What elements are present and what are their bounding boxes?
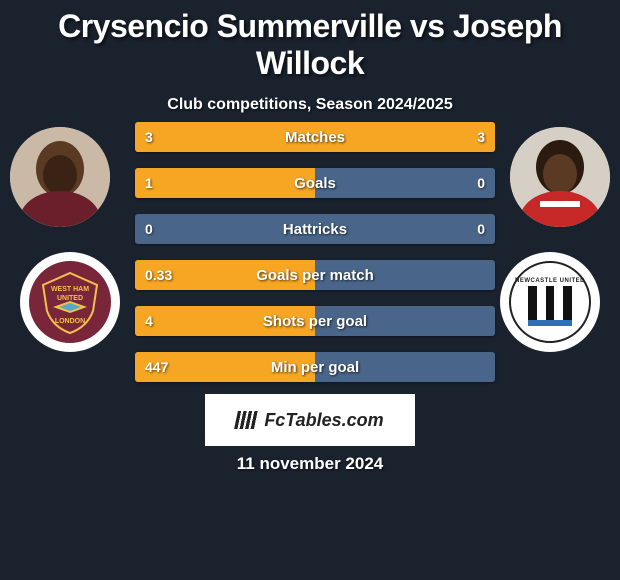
svg-text:WEST HAM: WEST HAM xyxy=(51,286,89,293)
stat-value-p2: 3 xyxy=(467,122,495,152)
stat-row: 0.33Goals per match xyxy=(135,260,495,290)
brand-icon xyxy=(234,411,260,429)
stat-row: 4Shots per goal xyxy=(135,306,495,336)
stat-value-p2 xyxy=(475,352,495,382)
stat-row: 33Matches xyxy=(135,122,495,152)
stat-value-p1: 3 xyxy=(135,122,163,152)
stat-value-p2: 0 xyxy=(467,168,495,198)
stat-value-p1: 1 xyxy=(135,168,163,198)
stat-value-p2: 0 xyxy=(467,214,495,244)
svg-text:UNITED: UNITED xyxy=(57,295,83,302)
svg-text:LONDON: LONDON xyxy=(55,318,85,325)
player2-club-badge: NEWCASTLE UNITED xyxy=(500,252,600,352)
player1-club-badge: WEST HAM UNITED LONDON xyxy=(20,252,120,352)
page-title: Crysencio Summerville vs Joseph Willock xyxy=(0,0,620,82)
subtitle: Club competitions, Season 2024/2025 xyxy=(0,96,620,114)
stat-value-p2 xyxy=(475,306,495,336)
stat-row: 447Min per goal xyxy=(135,352,495,382)
brand-text: FcTables.com xyxy=(264,410,383,431)
stat-value-p2 xyxy=(475,260,495,290)
player1-avatar xyxy=(10,127,110,227)
stats-bars: 33Matches10Goals00Hattricks0.33Goals per… xyxy=(135,122,495,398)
date-label: 11 november 2024 xyxy=(0,454,620,474)
brand-logo: FcTables.com xyxy=(203,392,417,448)
stat-value-p1: 447 xyxy=(135,352,178,382)
stat-value-p1: 4 xyxy=(135,306,163,336)
stat-row: 10Goals xyxy=(135,168,495,198)
stat-row: 00Hattricks xyxy=(135,214,495,244)
stat-value-p1: 0 xyxy=(135,214,163,244)
stat-value-p1: 0.33 xyxy=(135,260,182,290)
player2-avatar xyxy=(510,127,610,227)
